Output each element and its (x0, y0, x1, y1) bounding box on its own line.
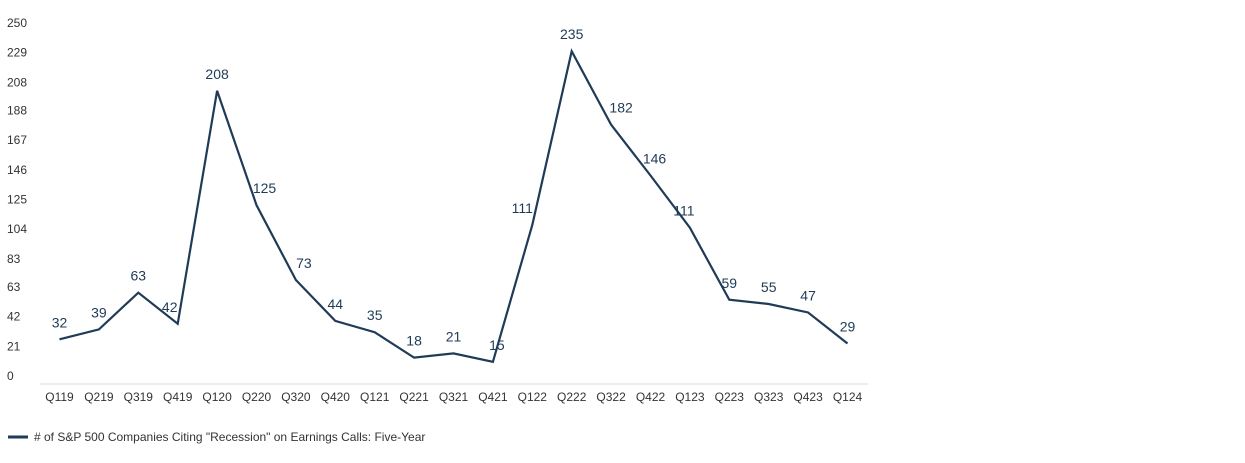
data-label: 18 (406, 333, 422, 349)
x-tick-label: Q320 (281, 390, 311, 404)
x-tick-label: Q419 (163, 390, 193, 404)
x-tick-label: Q319 (124, 390, 154, 404)
x-tick-label: Q221 (399, 390, 429, 404)
data-label: 32 (52, 314, 68, 330)
y-tick-label: 63 (7, 280, 21, 294)
data-label: 59 (722, 275, 738, 291)
data-label: 42 (162, 299, 178, 315)
data-label: 39 (91, 304, 107, 320)
y-tick-label: 0 (7, 369, 14, 383)
data-label: 55 (761, 279, 777, 295)
data-label: 111 (512, 200, 533, 216)
legend-label: # of S&P 500 Companies Citing "Recession… (34, 430, 425, 444)
y-tick-label: 21 (7, 339, 21, 353)
x-tick-label: Q321 (439, 390, 469, 404)
y-tick-label: 229 (7, 46, 27, 60)
x-tick-label: Q323 (754, 390, 784, 404)
y-tick-label: 146 (7, 163, 27, 177)
data-label: 182 (609, 100, 633, 116)
data-label: 111 (673, 203, 694, 219)
series-line (59, 48, 849, 364)
x-tick-label: Q120 (202, 390, 232, 404)
y-tick-label: 167 (7, 133, 27, 147)
y-tick-label: 250 (7, 16, 27, 30)
x-tick-label: Q123 (675, 390, 705, 404)
x-tick-label: Q423 (793, 390, 823, 404)
data-label: 125 (253, 180, 277, 196)
y-tick-label: 125 (7, 193, 27, 207)
data-label: 35 (367, 307, 383, 323)
y-tick-label: 208 (7, 75, 27, 89)
data-label: 63 (131, 268, 147, 284)
data-label: 21 (446, 328, 462, 344)
x-tick-label: Q322 (596, 390, 626, 404)
data-label: 44 (328, 296, 344, 312)
y-tick-label: 188 (7, 104, 27, 118)
x-tick-label: Q219 (84, 390, 114, 404)
x-tick-label: Q422 (636, 390, 666, 404)
x-tick-label: Q119 (45, 390, 74, 404)
x-tick-label: Q220 (242, 390, 272, 404)
x-tick-label: Q121 (360, 390, 390, 404)
data-labels: 32 39 63 42 208 125 73 44 35 18 21 15 111 235 182 146 11… (52, 26, 856, 353)
x-tick-label: Q420 (321, 390, 351, 404)
x-tick-label: Q122 (518, 390, 548, 404)
y-axis: 0 21 42 63 83 104 125 146 167 188 208 229 250 (7, 16, 27, 383)
data-label: 208 (205, 66, 229, 82)
data-label: 146 (643, 150, 667, 166)
y-tick-label: 42 (7, 310, 21, 324)
x-tick-label: Q223 (715, 390, 745, 404)
data-label: 235 (560, 26, 584, 42)
data-label: 73 (296, 255, 312, 271)
data-label: 29 (840, 319, 856, 335)
data-label: 47 (800, 287, 816, 303)
x-tick-label: Q222 (557, 390, 587, 404)
y-tick-label: 83 (7, 252, 21, 266)
data-label: 15 (489, 337, 505, 353)
x-tick-label: Q421 (478, 390, 508, 404)
x-axis: Q119 Q219 Q319 Q419 Q120 Q220 Q320 Q420 Q121 Q221… (45, 390, 862, 404)
series-group (59, 48, 849, 364)
x-tick-label: Q124 (833, 390, 863, 404)
legend: # of S&P 500 Companies Citing "Recession… (8, 430, 425, 444)
y-tick-label: 104 (7, 222, 27, 236)
